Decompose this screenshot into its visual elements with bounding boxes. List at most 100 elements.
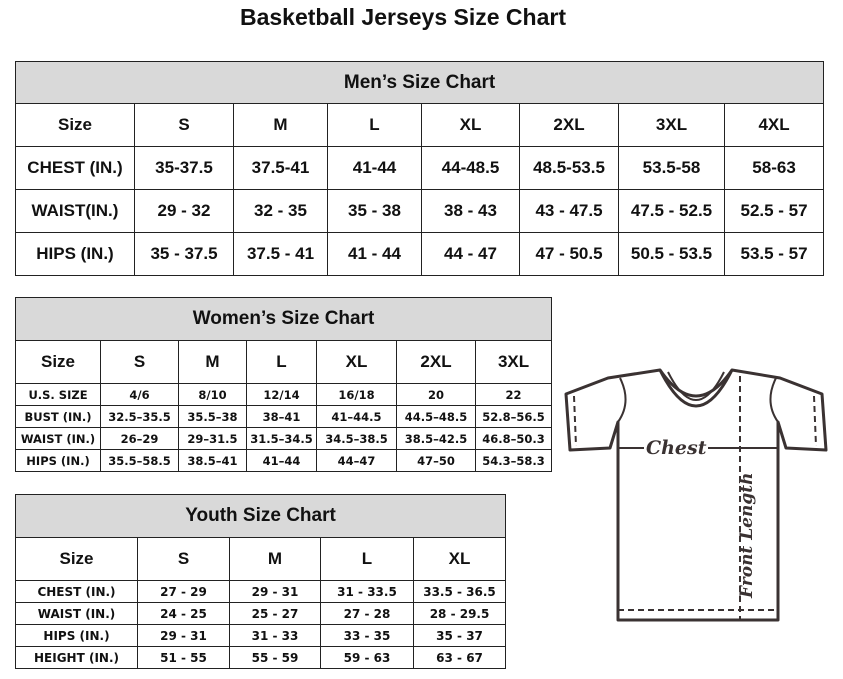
table-cell: 46.8–50.3 xyxy=(474,427,553,450)
table-cell: 38–41 xyxy=(246,405,317,428)
youth-table-title: Youth Size Chart xyxy=(14,494,507,538)
table-cell: 41 - 44 xyxy=(327,232,422,276)
table-row: HIPS (IN.) 35 - 37.5 37.5 - 41 41 - 44 44 - … xyxy=(15,232,825,276)
table-cell: 29 - 31 xyxy=(229,580,321,603)
table-cell: 47–50 xyxy=(396,449,476,472)
chest-label: Chest xyxy=(646,437,707,459)
table-cell: M xyxy=(233,103,328,147)
table-cell: 35.5–38 xyxy=(178,405,247,428)
table-cell: 38 - 43 xyxy=(421,189,520,233)
front-length-label: Front Length xyxy=(737,473,757,599)
table-cell: 37.5-41 xyxy=(233,146,328,190)
table-row: BUST (IN.) 32.5–35.5 35.5–38 38–41 41–44.5 44… xyxy=(15,405,553,428)
table-cell: 29 - 31 xyxy=(137,624,230,647)
table-row: WAIST (IN.) 26–29 29–31.5 31.5–34.5 34.5–38.… xyxy=(15,427,553,450)
row-label: BUST (IN.) xyxy=(15,405,101,428)
table-cell: 32.5–35.5 xyxy=(100,405,179,428)
table-cell: S xyxy=(134,103,234,147)
table-row: CHEST (IN.) 35-37.5 37.5-41 41-44 44-48.5 48.… xyxy=(15,146,825,190)
table-cell: 58-63 xyxy=(723,146,825,190)
header-row: Size S M L XL 2XL 3XL xyxy=(15,340,553,384)
row-label: HIPS (IN.) xyxy=(15,232,135,276)
table-cell: 41-44 xyxy=(327,146,422,190)
table-cell: 54.3–58.3 xyxy=(474,449,553,472)
table-cell: XL xyxy=(412,537,507,581)
table-cell: XL xyxy=(421,103,520,147)
table-cell: 27 - 29 xyxy=(137,580,230,603)
row-label: HIPS (IN.) xyxy=(15,449,101,472)
table-cell: 35 - 38 xyxy=(327,189,422,233)
table-cell: M xyxy=(229,537,321,581)
table-cell: 53.5 - 57 xyxy=(723,232,825,276)
table-cell: 47.5 - 52.5 xyxy=(618,189,725,233)
table-cell: 33 - 35 xyxy=(320,624,414,647)
table-cell: 20 xyxy=(396,383,476,406)
table-cell: 50.5 - 53.5 xyxy=(618,232,725,276)
table-cell: 55 - 59 xyxy=(229,646,321,669)
table-cell: 48.5-53.5 xyxy=(519,146,619,190)
table-cell: 44–47 xyxy=(316,449,397,472)
table-cell: S xyxy=(100,340,179,384)
table-row: WAIST (IN.) 24 - 25 25 - 27 27 - 28 28 - 29.… xyxy=(15,602,507,625)
table-cell: 27 - 28 xyxy=(320,602,414,625)
table-cell: 38.5–41 xyxy=(178,449,247,472)
table-cell: 25 - 27 xyxy=(229,602,321,625)
table-cell: 35.5–58.5 xyxy=(100,449,179,472)
table-cell: 31 - 33.5 xyxy=(320,580,414,603)
table-cell: 37.5 - 41 xyxy=(233,232,328,276)
table-cell: 33.5 - 36.5 xyxy=(412,580,507,603)
row-label: Size xyxy=(15,340,101,384)
header-row: Size S M L XL 2XL 3XL 4XL xyxy=(15,103,825,147)
row-label: CHEST (IN.) xyxy=(15,146,135,190)
table-cell: 34.5–38.5 xyxy=(316,427,397,450)
mens-table-title: Men’s Size Chart xyxy=(14,61,825,104)
table-cell: 53.5-58 xyxy=(618,146,725,190)
table-cell: 35 - 37.5 xyxy=(134,232,234,276)
header-row: Size S M L XL xyxy=(15,537,507,581)
table-cell: 2XL xyxy=(396,340,476,384)
row-label: U.S. SIZE xyxy=(15,383,101,406)
table-cell: 41–44.5 xyxy=(316,405,397,428)
row-label: WAIST (IN.) xyxy=(15,602,138,625)
womens-size-table: Women’s Size Chart Size S M L XL 2XL 3XL U.S. S… xyxy=(14,297,553,472)
table-cell: L xyxy=(327,103,422,147)
table-row: WAIST(IN.) 29 - 32 32 - 35 35 - 38 38 - 43 43… xyxy=(15,189,825,233)
table-cell: 29 - 32 xyxy=(134,189,234,233)
table-row: HIPS (IN.) 29 - 31 31 - 33 33 - 35 35 - 37 xyxy=(15,624,507,647)
table-cell: 8/10 xyxy=(178,383,247,406)
row-label: WAIST (IN.) xyxy=(15,427,101,450)
table-cell: L xyxy=(246,340,317,384)
table-cell: 32 - 35 xyxy=(233,189,328,233)
table-cell: XL xyxy=(316,340,397,384)
table-cell: 3XL xyxy=(474,340,553,384)
table-cell: 63 - 67 xyxy=(412,646,507,669)
table-cell: 35-37.5 xyxy=(134,146,234,190)
table-cell: 52.8–56.5 xyxy=(474,405,553,428)
table-cell: 51 - 55 xyxy=(137,646,230,669)
row-label: Size xyxy=(15,103,135,147)
table-cell: 52.5 - 57 xyxy=(723,189,825,233)
table-cell: 2XL xyxy=(519,103,619,147)
mens-size-table: Men’s Size Chart Size S M L XL 2XL 3XL 4XL CHEST… xyxy=(14,61,825,276)
row-label: HIPS (IN.) xyxy=(15,624,138,647)
row-label: WAIST(IN.) xyxy=(15,189,135,233)
table-cell: 41–44 xyxy=(246,449,317,472)
table-cell: 26–29 xyxy=(100,427,179,450)
table-cell: 31.5–34.5 xyxy=(246,427,317,450)
table-cell: 3XL xyxy=(618,103,725,147)
table-row: HEIGHT (IN.) 51 - 55 55 - 59 59 - 63 63 - 67 xyxy=(15,646,507,669)
table-cell: 44-48.5 xyxy=(421,146,520,190)
table-row: CHEST (IN.) 27 - 29 29 - 31 31 - 33.5 33.5 -… xyxy=(15,580,507,603)
page-title: Basketball Jerseys Size Chart xyxy=(239,4,566,30)
table-cell: 35 - 37 xyxy=(412,624,507,647)
table-cell: 31 - 33 xyxy=(229,624,321,647)
table-cell: 59 - 63 xyxy=(320,646,414,669)
row-label: CHEST (IN.) xyxy=(15,580,138,603)
row-label: HEIGHT (IN.) xyxy=(15,646,138,669)
table-cell: 44 - 47 xyxy=(421,232,520,276)
table-cell: M xyxy=(178,340,247,384)
table-cell: S xyxy=(137,537,230,581)
table-cell: 12/14 xyxy=(246,383,317,406)
table-row: U.S. SIZE 4/6 8/10 12/14 16/18 20 22 xyxy=(15,383,553,406)
table-cell: 28 - 29.5 xyxy=(412,602,507,625)
